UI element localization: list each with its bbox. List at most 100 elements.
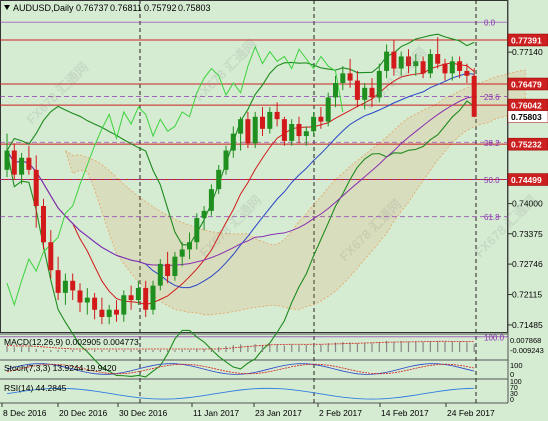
- candle-body: [420, 61, 426, 74]
- watermark-text: FX678 汇通网: [472, 192, 540, 260]
- ohlc-open: 0.76737: [76, 3, 109, 13]
- candle-body: [208, 189, 214, 211]
- candle-body: [442, 63, 448, 74]
- horizontal-levels-layer: [0, 39, 508, 181]
- candle-body: [143, 288, 149, 310]
- candle-body: [11, 150, 17, 175]
- macd-axis-bottom: -0.009243: [510, 346, 544, 355]
- candle-body: [150, 285, 156, 310]
- candle-body: [369, 87, 375, 98]
- candle-body: [260, 116, 265, 129]
- candle-body: [99, 309, 105, 317]
- rsi-axis-label: 30: [510, 391, 518, 398]
- candle-body: [464, 70, 470, 76]
- candle-body: [296, 123, 302, 137]
- stoch-main-line: [6, 363, 475, 375]
- candle-body: [252, 116, 258, 144]
- candle-body: [340, 73, 346, 83]
- candle-body: [92, 297, 98, 310]
- candle-body: [362, 87, 368, 100]
- candle-body: [303, 131, 309, 137]
- price-level-label: 0.75232: [511, 140, 542, 150]
- candle-body: [318, 116, 324, 122]
- candle-body: [62, 280, 68, 293]
- price-level-label: 0.75803: [511, 112, 542, 122]
- candle-body: [311, 116, 317, 132]
- candle-body: [406, 56, 411, 67]
- candle-body: [267, 111, 273, 129]
- slow-ma-line: [6, 96, 475, 266]
- price-level-box: [507, 173, 548, 186]
- rsi-line: [6, 387, 475, 400]
- price-tick-label: 0.77140: [512, 47, 543, 57]
- candle-body: [354, 80, 360, 100]
- ohlc-close: 0.75803: [178, 3, 211, 13]
- candle-body: [325, 97, 331, 122]
- rsi-label: RSI(14) 44.2845: [4, 383, 67, 393]
- fib-level-label: 23.6: [484, 93, 500, 102]
- candle-body: [223, 150, 229, 170]
- candle-body: [128, 295, 134, 301]
- candle-body: [391, 51, 397, 69]
- candle-body: [245, 119, 251, 144]
- candle-body: [33, 169, 39, 207]
- candle-body: [135, 288, 141, 301]
- candle-body: [230, 133, 236, 151]
- collapse-arrow-icon[interactable]: [4, 5, 10, 10]
- fib-level-label: 0.0: [484, 19, 496, 28]
- chikou-line: [6, 45, 344, 307]
- fibonacci-layer: 0.0 23.6 38.2 50.0 61.8 100.0: [0, 19, 508, 342]
- time-tick-label: 11 Jan 2017: [193, 408, 239, 418]
- candle-body: [376, 70, 382, 98]
- rsi-axis-label: 0: [510, 397, 514, 404]
- candle-body: [289, 123, 295, 141]
- candle-body: [201, 210, 207, 219]
- price-level-label: 0.76042: [511, 101, 542, 111]
- price-tick-label: 0.71485: [512, 320, 543, 330]
- candle-body: [165, 263, 171, 276]
- candles-layer: [4, 37, 477, 325]
- bollinger-lower-line: [6, 100, 475, 378]
- time-tick-label: 20 Dec 2016: [59, 408, 107, 418]
- candle-body: [435, 54, 441, 64]
- stoch-signal-line: [6, 363, 475, 375]
- candle-body: [4, 150, 10, 170]
- candle-body: [19, 157, 25, 175]
- price-tick-label: 0.72746: [512, 259, 543, 269]
- chart-title: AUDUSD,Daily: [13, 3, 74, 13]
- candle-body: [427, 54, 433, 74]
- candle-body: [121, 295, 127, 315]
- candle-body: [216, 169, 222, 190]
- fast-ma-line: [6, 62, 475, 305]
- fib-level-label: 100.0: [484, 333, 505, 342]
- price-level-label: 0.77391: [511, 36, 542, 46]
- price-level-label: 0.74499: [511, 175, 542, 185]
- price-level-box: [507, 110, 548, 123]
- time-tick-label: 14 Feb 2017: [381, 408, 429, 418]
- price-axis-layer: 0.77140 0.74000 0.73375 0.72746 0.72115 0.714…: [507, 33, 548, 330]
- candle-body: [55, 270, 61, 293]
- time-axis-layer: 8 Dec 2016 20 Dec 2016 30 Dec 2016 11 Jan 2…: [1, 403, 495, 418]
- overlay-lines-layer: [6, 33, 475, 378]
- ohlc-high: 0.76811: [110, 3, 142, 13]
- price-tick-label: 0.74000: [512, 199, 543, 209]
- price-level-label: 0.76479: [511, 80, 542, 90]
- time-tick-label: 30 Dec 2016: [119, 408, 167, 418]
- candle-body: [398, 56, 404, 69]
- macd-axis-top: 0.007868: [510, 336, 541, 345]
- stoch-axis-bottom: 0: [510, 370, 514, 379]
- price-tick-label: 0.72115: [512, 290, 542, 300]
- ichimoku-cloud: [64, 69, 526, 316]
- candle-body: [26, 157, 32, 170]
- candle-body: [106, 309, 112, 317]
- candle-body: [41, 206, 46, 243]
- candle-body: [413, 61, 419, 67]
- candle-body: [70, 280, 76, 291]
- candle-body: [187, 242, 192, 250]
- candle-body: [471, 75, 477, 117]
- time-tick-label: 24 Feb 2017: [447, 408, 495, 418]
- rsi-axis-label: 100: [510, 379, 522, 386]
- time-tick-label: 2 Feb 2017: [319, 408, 362, 418]
- indicator-panels-layer: MACD(12,26,9) 0.002905 0.004773 0.007868-…: [4, 336, 544, 404]
